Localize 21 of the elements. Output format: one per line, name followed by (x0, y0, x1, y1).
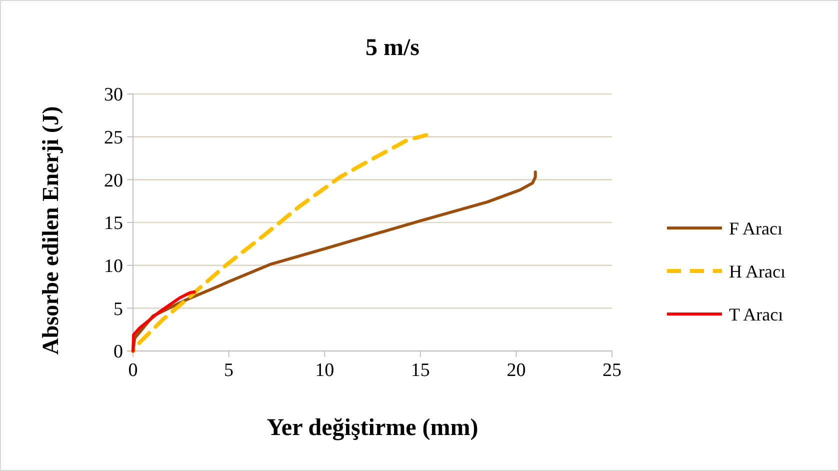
y-tick-label: 25 (104, 127, 123, 148)
x-tick-label: 10 (315, 360, 334, 381)
x-tick-label: 0 (128, 360, 138, 381)
line-series (132, 290, 196, 352)
chart-title: 5 m/s (366, 35, 420, 61)
legend-label: T Aracı (729, 304, 784, 324)
x-tick-label: 20 (506, 360, 526, 381)
legend-label: H Aracı (729, 261, 786, 282)
y-axis-title: Absorbe edilen Enerji (J) (38, 106, 63, 355)
x-axis-title: Yer değiştirme (mm) (266, 415, 478, 441)
y-tick-label: 30 (104, 84, 123, 106)
x-tick-label: 15 (410, 360, 430, 381)
y-tick-label: 10 (104, 256, 123, 277)
x-tick-label: 5 (224, 360, 234, 381)
y-tick-label: 5 (114, 298, 123, 320)
x-tick-label: 25 (602, 360, 622, 381)
y-tick-label: 20 (104, 170, 123, 192)
y-tick-label: 0 (114, 342, 123, 363)
legend-label: F Aracı (729, 218, 782, 238)
y-tick-label: 15 (104, 213, 123, 234)
line-series (131, 133, 428, 353)
